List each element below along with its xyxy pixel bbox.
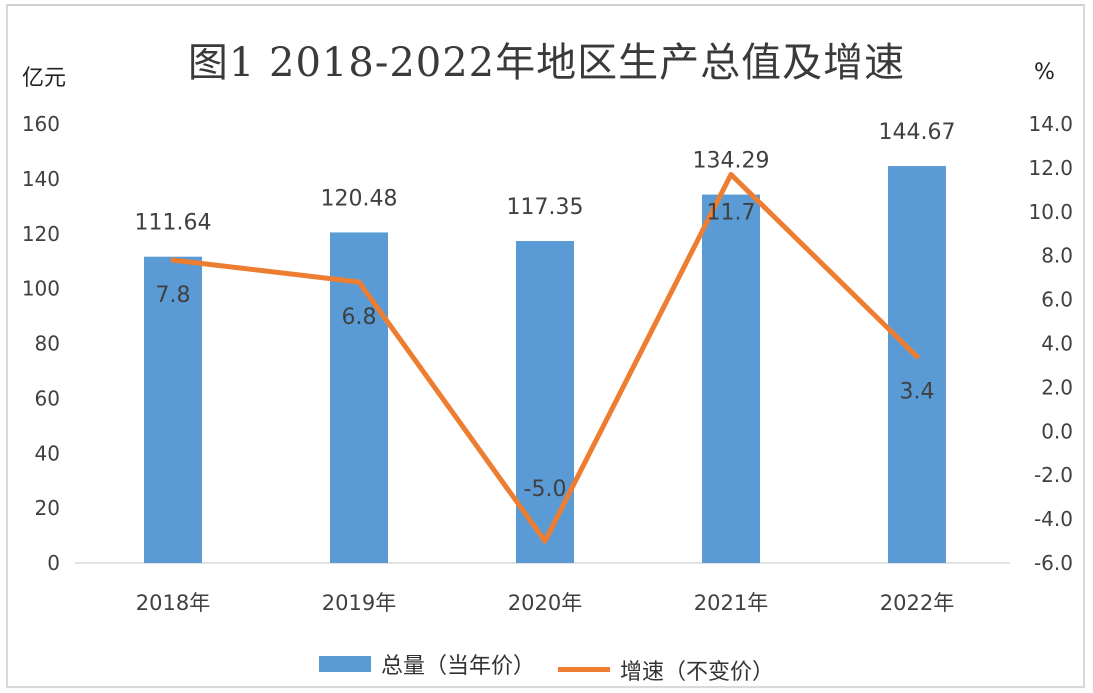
left-tick-label: 20 <box>35 496 60 520</box>
right-tick-label: 10.0 <box>1028 200 1073 224</box>
right-tick-label: 6.0 <box>1041 288 1073 312</box>
right-tick-label: -4.0 <box>1034 507 1073 531</box>
bar-data-label: 117.35 <box>507 195 584 220</box>
left-tick-label: 120 <box>22 222 60 246</box>
growth-point <box>728 171 734 177</box>
bar <box>516 241 574 563</box>
right-tick-label: -6.0 <box>1034 551 1073 575</box>
growth-point <box>356 279 362 285</box>
line-data-label: 6.8 <box>342 305 377 330</box>
left-axis-unit: 亿元 <box>22 66 67 91</box>
right-tick-label: 4.0 <box>1041 332 1073 356</box>
bar <box>888 166 946 563</box>
bar-data-label: 134.29 <box>693 149 770 174</box>
legend-label-total: 总量（当年价） <box>380 654 535 679</box>
x-tick-label: 2018年 <box>136 591 210 615</box>
x-tick-label: 2021年 <box>694 591 768 615</box>
legend-label-growth: 增速（不变价） <box>620 659 775 685</box>
legend-item-growth: 增速（不变价） <box>558 654 774 686</box>
line-data-label: 11.7 <box>707 200 756 225</box>
growth-point <box>914 354 920 360</box>
chart-title: 图1 2018-2022年地区生产总值及增速 <box>187 40 906 86</box>
growth-point <box>542 538 548 544</box>
line-data-label: 3.4 <box>900 380 935 405</box>
legend-swatch-line <box>558 667 610 672</box>
right-tick-label: 2.0 <box>1041 375 1073 399</box>
left-tick-label: 80 <box>35 332 60 356</box>
right-tick-label: 12.0 <box>1028 156 1073 180</box>
bar-data-label: 111.64 <box>135 211 212 236</box>
bar <box>330 232 388 564</box>
left-tick-label: 0 <box>47 551 60 575</box>
left-tick-label: 140 <box>22 167 60 191</box>
line-data-label: -5.0 <box>524 477 567 502</box>
growth-point <box>170 257 176 263</box>
x-tick-label: 2019年 <box>322 591 396 615</box>
left-tick-label: 100 <box>22 277 60 301</box>
bar-data-label: 120.48 <box>321 186 398 211</box>
right-tick-label: 8.0 <box>1041 244 1073 268</box>
right-tick-label: 0.0 <box>1041 419 1073 443</box>
left-tick-label: 160 <box>22 112 60 136</box>
chart-legend: 总量（当年价） 增速（不变价） <box>0 648 1093 686</box>
legend-swatch-bar <box>318 656 371 672</box>
legend-item-total: 总量（当年价） <box>318 648 535 680</box>
left-tick-label: 60 <box>35 386 60 410</box>
x-tick-label: 2020年 <box>508 591 582 615</box>
bar-data-label: 144.67 <box>879 120 956 145</box>
right-tick-label: -2.0 <box>1034 463 1073 487</box>
right-tick-label: 14.0 <box>1028 112 1073 136</box>
line-data-label: 7.8 <box>156 283 191 308</box>
bar <box>702 194 760 563</box>
right-axis-unit: % <box>1034 60 1055 85</box>
left-tick-label: 40 <box>35 441 60 465</box>
x-tick-label: 2022年 <box>880 591 954 615</box>
bar <box>144 256 202 563</box>
